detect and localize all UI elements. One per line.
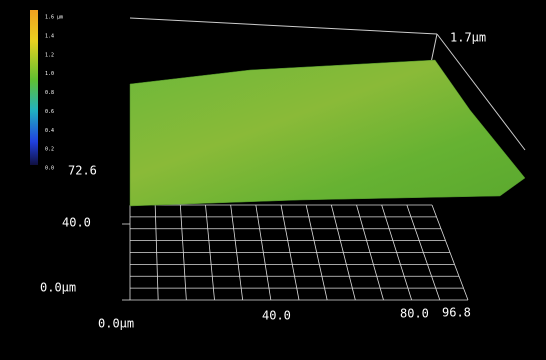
x-label: 80.0 xyxy=(400,307,429,321)
y-label: 40.0 xyxy=(62,216,91,230)
colorbar-label: 0.4 xyxy=(45,128,54,134)
colorbar-label: 1.6 µm xyxy=(45,15,63,21)
floor-grid xyxy=(122,205,468,300)
y-label: 72.6 xyxy=(68,164,97,178)
z-max-label: 1.7µm xyxy=(450,31,486,45)
surface-view: 1.6 µm 1.4 1.2 1.0 0.8 0.6 0.4 0.2 0.0 1.7µm 72.… xyxy=(0,0,546,360)
colorbar-label: 0.8 xyxy=(45,90,54,96)
colorbar-label: 0.2 xyxy=(45,147,54,153)
x-label: 40.0 xyxy=(262,309,291,323)
colorbar-label: 1.4 xyxy=(45,33,54,39)
colorbar-label: 1.0 xyxy=(45,71,54,77)
colorbar-labels: 1.6 µm 1.4 1.2 1.0 0.8 0.6 0.4 0.2 0.0 xyxy=(45,15,63,172)
surface xyxy=(130,60,525,206)
x-label: 0.0µm xyxy=(98,317,134,331)
y-label: 0.0µm xyxy=(40,281,76,295)
colorbar-label: 0.6 xyxy=(45,109,54,115)
colorbar-label: 1.2 xyxy=(45,52,54,58)
x-label: 96.8 xyxy=(442,306,471,320)
colorbar-label: 0.0 xyxy=(45,166,54,172)
colorbar xyxy=(30,10,38,165)
